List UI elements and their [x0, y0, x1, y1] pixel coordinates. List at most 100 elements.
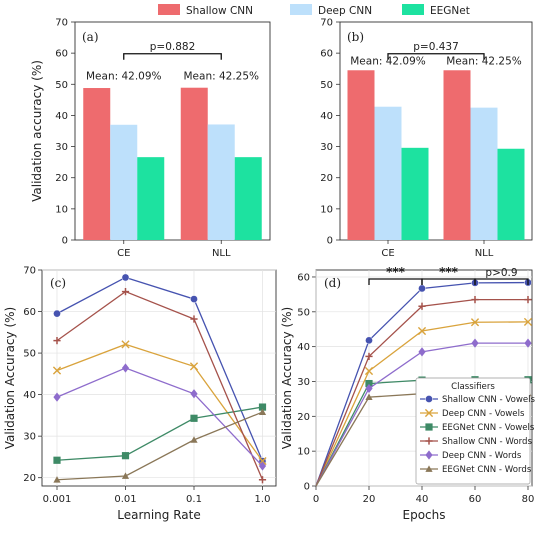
data-point: [417, 326, 427, 336]
y-tick-label: 30: [23, 432, 36, 443]
panel-c-line-chart: 20 30 40 50 60 70 0.001 0.01 0.1 1.0 (c) Learning R…: [3, 266, 277, 522]
panel-tag: (b): [347, 30, 364, 44]
x-tick-label: CE: [381, 248, 394, 259]
panel-tag: (a): [82, 30, 99, 44]
data-point: [425, 465, 433, 472]
series-line-eegnet-vowels: [56, 406, 263, 461]
y-tick-label: 20: [320, 173, 333, 184]
y-tick-label: 10: [55, 204, 68, 215]
legend-label: Shallow CNN: [186, 5, 253, 17]
significance-label: ***: [386, 265, 406, 279]
x-tick-label: NLL: [475, 248, 494, 259]
y-tick-label: 40: [55, 111, 68, 122]
bar-eegnet: [137, 157, 165, 240]
data-point: [418, 302, 426, 310]
legend-entry: Deep CNN - Vowels: [442, 409, 525, 419]
x-tick-label: NLL: [212, 248, 231, 259]
data-point: [121, 340, 130, 349]
data-point: [524, 296, 532, 304]
p-value-bracket: [387, 53, 485, 60]
data-point: [190, 436, 198, 443]
x-axis-label: Epochs: [403, 508, 446, 522]
data-point: [190, 315, 198, 323]
bar-shallow-cnn: [347, 70, 375, 241]
y-tick-label: 30: [320, 142, 333, 153]
data-point: [425, 450, 433, 460]
panel-a-bar-chart: 0 10 20 30 40 50 60 70 CE Mean: 42.09% NLL Mean: 42…: [30, 18, 271, 259]
data-point: [121, 452, 130, 460]
data-point: [418, 284, 426, 293]
data-point: [190, 389, 198, 399]
y-tick-label: 50: [23, 349, 36, 360]
bar-shallow-cnn: [443, 70, 471, 241]
y-tick-label: 40: [297, 342, 310, 353]
legend-label: EEGNet: [430, 5, 470, 17]
significance-label: p>0.9: [485, 267, 517, 279]
legend-label: Deep CNN: [318, 5, 372, 17]
x-tick-label: 0.01: [114, 494, 136, 505]
data-point: [425, 437, 433, 445]
series-line-eegnet-words: [56, 411, 263, 481]
y-tick-label: 50: [55, 80, 68, 91]
legend-entry: EEGNet CNN - Words: [442, 465, 532, 475]
data-point: [190, 414, 198, 422]
y-tick-label: 20: [55, 173, 68, 184]
panel-tag: (c): [50, 276, 66, 290]
data-point: [53, 476, 61, 483]
y-tick-label: 60: [55, 49, 68, 60]
y-axis-label: Validation Accuracy (%): [3, 307, 17, 449]
data-point: [424, 408, 434, 418]
data-point: [53, 309, 61, 318]
y-tick-label: 30: [55, 142, 68, 153]
data-point: [365, 383, 373, 394]
y-tick-label: 20: [23, 473, 36, 484]
y-tick-label: 40: [23, 390, 36, 401]
series-line-shallow-vowels: [56, 276, 264, 462]
bar-deep-cnn: [110, 124, 138, 240]
data-point: [190, 295, 198, 303]
legend-entry: Shallow CNN - Words: [442, 437, 532, 447]
data-point: [523, 317, 533, 327]
x-tick-label: 0.001: [43, 494, 72, 505]
panel-tag: (d): [324, 276, 341, 290]
legend-entry: Shallow CNN - Vowels: [442, 395, 536, 405]
data-point: [524, 338, 532, 348]
y-tick-label: 50: [320, 80, 333, 91]
legend-box: [415, 377, 531, 485]
legend-swatch: [402, 4, 424, 15]
legend-swatch: [158, 4, 180, 15]
data-point: [418, 347, 426, 357]
data-point: [258, 408, 267, 415]
y-tick-label: 70: [23, 266, 36, 277]
data-point: [121, 288, 130, 296]
y-tick-label: 60: [320, 49, 333, 60]
y-tick-label: 10: [320, 204, 333, 215]
x-axis-label: Learning Rate: [117, 508, 200, 522]
bar-shallow-cnn: [180, 87, 208, 240]
data-point: [53, 337, 61, 345]
y-tick-label: 40: [320, 111, 333, 122]
mean-annotation: Mean: 42.09%: [86, 71, 162, 83]
y-tick-label: 10: [297, 447, 310, 458]
significance-label: ***: [439, 265, 459, 279]
data-point: [425, 423, 433, 431]
data-point: [258, 461, 267, 471]
bar-eegnet: [234, 157, 262, 240]
legend-swatch: [290, 4, 312, 15]
data-point: [53, 392, 61, 402]
y-tick-label: 0: [304, 482, 310, 493]
data-point: [365, 379, 373, 388]
y-tick-label: 50: [297, 307, 310, 318]
data-point: [365, 336, 373, 345]
top-legend: Shallow CNN Deep CNN EEGNet: [158, 4, 470, 17]
y-tick-label: 70: [320, 18, 333, 29]
legend-entry: EEGNet CNN - Vowels: [442, 423, 535, 433]
data-point: [471, 296, 479, 304]
p-value-bracket: [123, 53, 222, 60]
y-tick-label: 30: [297, 377, 310, 388]
y-tick-label: 0: [62, 236, 68, 247]
y-tick-label: 70: [55, 18, 68, 29]
bar-deep-cnn: [470, 107, 498, 241]
data-point: [258, 476, 267, 484]
